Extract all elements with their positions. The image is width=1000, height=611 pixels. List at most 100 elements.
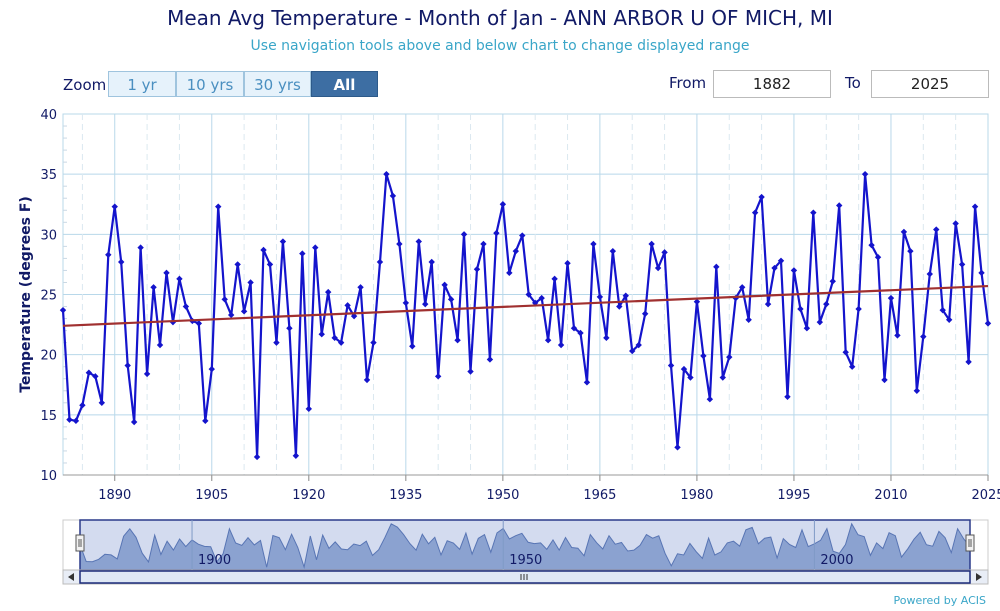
data-point <box>751 209 759 216</box>
navigator-scrollbar[interactable] <box>62 569 989 585</box>
from-label: From <box>669 74 707 92</box>
x-tick-label: 1935 <box>389 488 422 503</box>
data-point <box>894 332 901 339</box>
to-label: To <box>845 74 861 92</box>
data-point <box>208 365 215 373</box>
data-point <box>357 284 364 291</box>
data-point <box>234 261 241 268</box>
data-point <box>551 275 558 283</box>
data-point <box>260 246 267 254</box>
data-point <box>790 267 798 274</box>
data-point <box>900 228 908 236</box>
data-point <box>137 244 144 251</box>
scroll-left-arrow-icon[interactable] <box>68 573 74 581</box>
navigator-selection <box>79 519 971 571</box>
to-year-input[interactable] <box>871 70 989 98</box>
navigator-tick-label: 2000 <box>820 553 853 568</box>
data-point <box>486 356 494 363</box>
x-tick-label: 1950 <box>486 488 519 503</box>
data-point <box>920 333 927 340</box>
credit-link[interactable]: Powered by ACIS <box>893 594 987 607</box>
data-point <box>803 324 811 332</box>
data-point <box>389 192 397 200</box>
data-point <box>480 240 487 248</box>
data-point <box>305 405 313 413</box>
y-axis-label: Temperature (degrees F) <box>18 196 34 393</box>
zoom-10yrs-button[interactable]: 10 yrs <box>176 71 244 97</box>
scrollbar-thumb <box>79 570 971 584</box>
data-point <box>434 373 442 380</box>
data-point <box>874 253 882 261</box>
data-point <box>66 416 73 423</box>
data-point <box>299 250 306 257</box>
data-point <box>848 363 856 370</box>
data-point <box>98 399 106 406</box>
data-point <box>447 296 455 303</box>
navigator-right-handle[interactable] <box>965 534 975 552</box>
data-point <box>764 300 772 308</box>
data-point <box>312 244 319 251</box>
data-point <box>325 288 332 296</box>
zoom-1yr-button[interactable]: 1 yr <box>108 71 176 97</box>
data-point <box>622 292 629 299</box>
data-point <box>337 339 345 346</box>
x-tick-label: 2025 <box>971 488 1000 503</box>
data-point <box>143 370 151 378</box>
data-point <box>376 258 384 266</box>
data-point <box>130 418 138 426</box>
data-point <box>493 229 500 237</box>
x-tick-label: 1995 <box>777 488 810 503</box>
data-point <box>583 379 591 386</box>
data-point <box>719 374 726 381</box>
scroll-right-arrow-icon[interactable] <box>976 573 982 581</box>
data-point <box>913 387 921 394</box>
data-point <box>92 373 99 380</box>
handle-body <box>965 534 975 552</box>
data-point <box>195 320 203 327</box>
data-point <box>247 279 254 286</box>
data-point <box>240 308 248 315</box>
y-tick-label: 10 <box>40 469 57 484</box>
data-point <box>396 240 403 248</box>
data-point <box>506 269 513 277</box>
data-point <box>344 302 351 309</box>
data-point <box>836 202 843 209</box>
data-point <box>945 316 953 323</box>
data-point <box>72 417 80 425</box>
data-point <box>577 329 584 337</box>
navigator-left-handle[interactable] <box>75 534 85 552</box>
data-point <box>156 341 164 349</box>
data-point <box>590 240 597 248</box>
data-point <box>279 238 287 245</box>
x-tick-label: 1890 <box>98 488 131 503</box>
data-point <box>454 337 461 344</box>
data-point <box>758 193 765 201</box>
data-point <box>79 402 86 409</box>
y-tick-label: 40 <box>40 108 57 123</box>
data-point <box>965 358 972 366</box>
data-point <box>745 316 752 323</box>
data-point <box>525 291 532 298</box>
data-point <box>150 284 157 291</box>
data-point <box>286 324 293 332</box>
zoom-30yrs-button[interactable]: 30 yrs <box>244 71 311 97</box>
x-tick-label: 1965 <box>583 488 616 503</box>
data-point <box>881 376 888 384</box>
data-point <box>422 300 429 308</box>
data-point <box>939 306 946 314</box>
data-point <box>713 263 720 271</box>
x-tick-label: 1920 <box>292 488 325 503</box>
from-year-input[interactable] <box>713 70 831 98</box>
data-point <box>693 298 701 305</box>
data-point <box>609 247 617 255</box>
data-point <box>266 261 274 268</box>
data-point <box>118 258 125 266</box>
data-point <box>887 294 895 302</box>
data-point <box>85 369 93 376</box>
data-point <box>350 312 358 320</box>
zoom-all-button[interactable]: All <box>311 71 378 97</box>
y-tick-label: 35 <box>40 168 57 183</box>
data-point <box>163 269 170 277</box>
data-point <box>667 362 675 369</box>
